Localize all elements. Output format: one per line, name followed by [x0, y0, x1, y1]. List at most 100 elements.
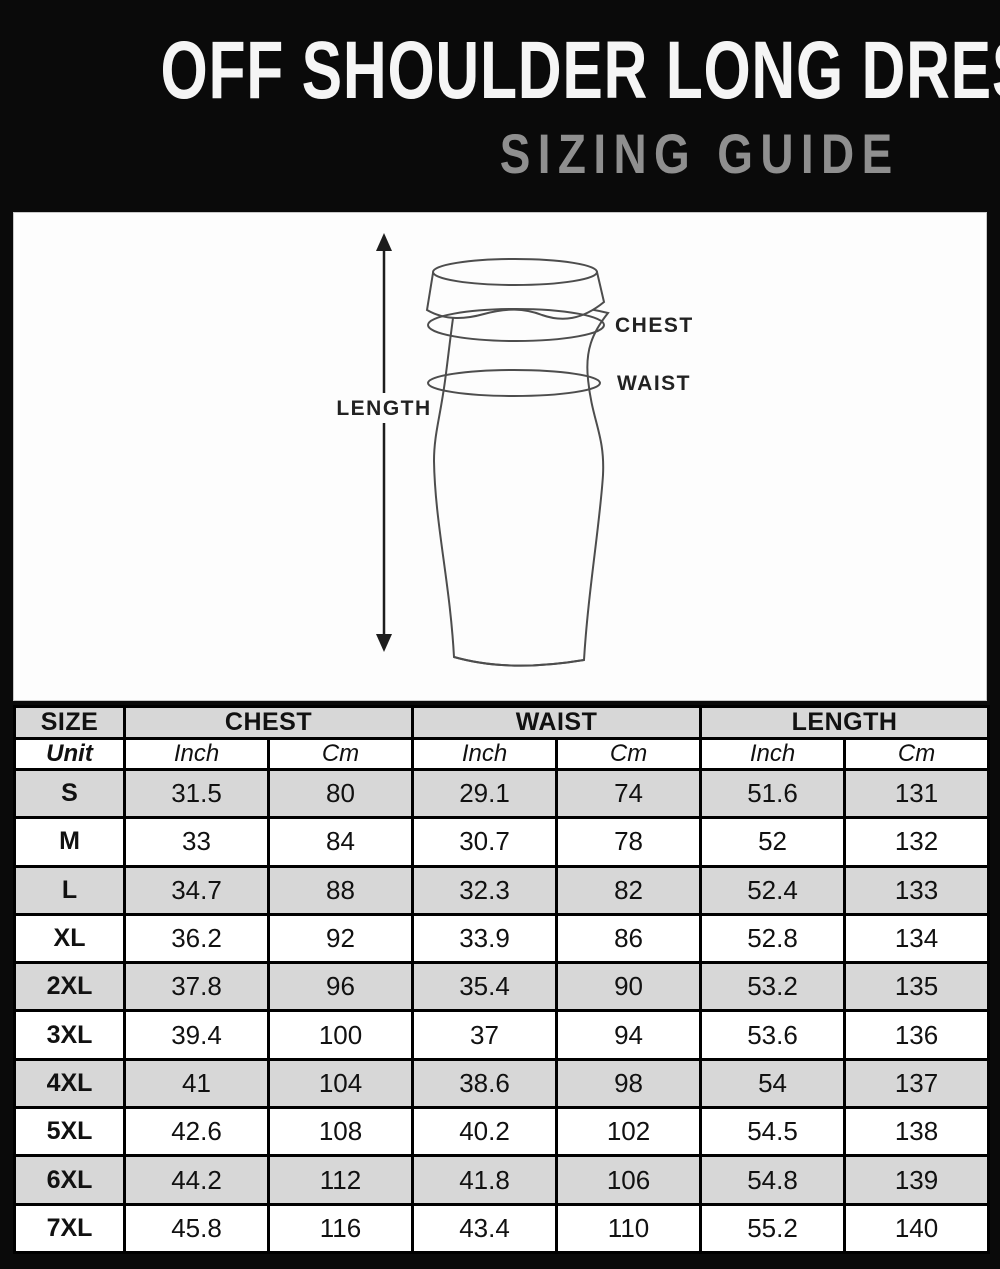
page-subtitle-text: SIZING GUIDE [500, 122, 900, 185]
size-cell: 7XL [13, 1202, 126, 1255]
value-cell: 132 [843, 816, 991, 868]
value-cell: 32.3 [411, 864, 559, 916]
value-cell: 82 [555, 864, 703, 916]
value-cell: 80 [266, 767, 415, 820]
value-cell: 94 [555, 1009, 703, 1061]
value-cell: 86 [555, 912, 703, 965]
value-cell: 35.4 [411, 961, 559, 1013]
header: OFF SHOULDER LONG DRESS SIZING GUIDE [0, 0, 1000, 212]
size-cell: 3XL [13, 1009, 126, 1061]
unit-length-cm: Cm [843, 737, 991, 771]
size-cell: L [13, 864, 126, 916]
value-cell: 54.5 [699, 1106, 847, 1158]
unit-chest-cm: Cm [266, 737, 415, 771]
value-cell: 139 [843, 1154, 991, 1206]
value-cell: 104 [266, 1057, 415, 1110]
value-cell: 36.2 [123, 912, 270, 965]
value-cell: 140 [843, 1202, 991, 1255]
value-cell: 112 [266, 1154, 415, 1206]
length-label: LENGTH [336, 397, 431, 420]
unit-label: Unit [13, 737, 126, 771]
value-cell: 96 [266, 961, 415, 1013]
value-cell: 88 [266, 864, 415, 916]
value-cell: 53.6 [699, 1009, 847, 1061]
table-row-2xl: 2XL 37.8 96 35.4 90 53.2 135 [13, 961, 991, 1013]
value-cell: 52 [699, 816, 847, 868]
size-cell: XL [13, 912, 126, 965]
value-cell: 52.4 [699, 864, 847, 916]
sizing-table: SIZE CHEST WAIST LENGTH Unit Inch Cm Inc… [13, 705, 991, 1255]
col-header-length: LENGTH [699, 705, 991, 740]
table-row-s: S 31.5 80 29.1 74 51.6 131 [13, 767, 991, 820]
size-cell: M [13, 816, 126, 868]
value-cell: 45.8 [123, 1202, 270, 1255]
value-cell: 90 [555, 961, 703, 1013]
value-cell: 43.4 [411, 1202, 559, 1255]
waist-measure-line [427, 369, 601, 397]
value-cell: 40.2 [411, 1106, 559, 1158]
col-header-chest: CHEST [122, 705, 415, 740]
value-cell: 137 [843, 1057, 991, 1110]
sizing-table-wrap: SIZE CHEST WAIST LENGTH Unit Inch Cm Inc… [13, 705, 991, 1255]
value-cell: 31.5 [123, 767, 270, 820]
page-title-text: OFF SHOULDER LONG DRESS [160, 25, 1000, 116]
chest-measure-line [427, 308, 605, 342]
value-cell: 44.2 [123, 1154, 270, 1206]
unit-chest-inch: Inch [123, 737, 270, 771]
value-cell: 54 [699, 1057, 847, 1110]
table-row-xl: XL 36.2 92 33.9 86 52.8 134 [13, 912, 991, 965]
value-cell: 30.7 [411, 816, 559, 868]
table-header-row: SIZE CHEST WAIST LENGTH [13, 705, 991, 740]
dress-diagram: LENGTH CHEST WAIST [336, 233, 694, 667]
dress-diagram-panel: LENGTH CHEST WAIST [13, 212, 987, 701]
value-cell: 74 [555, 767, 703, 820]
table-row-7xl: 7XL 45.8 116 43.4 110 55.2 140 [13, 1202, 991, 1255]
size-cell: 2XL [13, 961, 126, 1013]
page-title: OFF SHOULDER LONG DRESS [0, 30, 1000, 112]
dress-neckline [432, 258, 598, 286]
value-cell: 133 [843, 864, 991, 916]
value-cell: 34.7 [123, 864, 270, 916]
table-row-l: L 34.7 88 32.3 82 52.4 133 [13, 864, 991, 916]
value-cell: 116 [266, 1202, 415, 1255]
value-cell: 41.8 [411, 1154, 559, 1206]
value-cell: 39.4 [123, 1009, 270, 1061]
value-cell: 110 [555, 1202, 703, 1255]
unit-waist-inch: Inch [411, 737, 559, 771]
value-cell: 106 [555, 1154, 703, 1206]
size-cell: 6XL [13, 1154, 126, 1206]
size-cell: S [13, 767, 126, 820]
col-header-waist: WAIST [411, 705, 703, 740]
table-row-5xl: 5XL 42.6 108 40.2 102 54.5 138 [13, 1106, 991, 1158]
value-cell: 42.6 [123, 1106, 270, 1158]
page-subtitle: SIZING GUIDE [0, 126, 1000, 182]
value-cell: 98 [555, 1057, 703, 1110]
value-cell: 53.2 [699, 961, 847, 1013]
chest-label: CHEST [615, 314, 694, 337]
table-unit-row: Unit Inch Cm Inch Cm Inch Cm [13, 737, 991, 771]
value-cell: 33.9 [411, 912, 559, 965]
value-cell: 33 [123, 816, 270, 868]
size-cell: 4XL [13, 1057, 126, 1110]
value-cell: 92 [266, 912, 415, 965]
dress-hem-line [453, 656, 585, 667]
value-cell: 41 [123, 1057, 270, 1110]
value-cell: 100 [266, 1009, 415, 1061]
value-cell: 131 [843, 767, 991, 820]
value-cell: 54.8 [699, 1154, 847, 1206]
value-cell: 78 [555, 816, 703, 868]
value-cell: 38.6 [411, 1057, 559, 1110]
value-cell: 29.1 [411, 767, 559, 820]
table-row-6xl: 6XL 44.2 112 41.8 106 54.8 139 [13, 1154, 991, 1206]
unit-length-inch: Inch [699, 737, 847, 771]
dress-body-outline [432, 302, 610, 667]
value-cell: 102 [555, 1106, 703, 1158]
table-row-3xl: 3XL 39.4 100 37 94 53.6 136 [13, 1009, 991, 1061]
value-cell: 136 [843, 1009, 991, 1061]
waist-label: WAIST [617, 372, 691, 395]
unit-waist-cm: Cm [555, 737, 703, 771]
value-cell: 134 [843, 912, 991, 965]
col-header-size: SIZE [13, 705, 126, 740]
value-cell: 138 [843, 1106, 991, 1158]
